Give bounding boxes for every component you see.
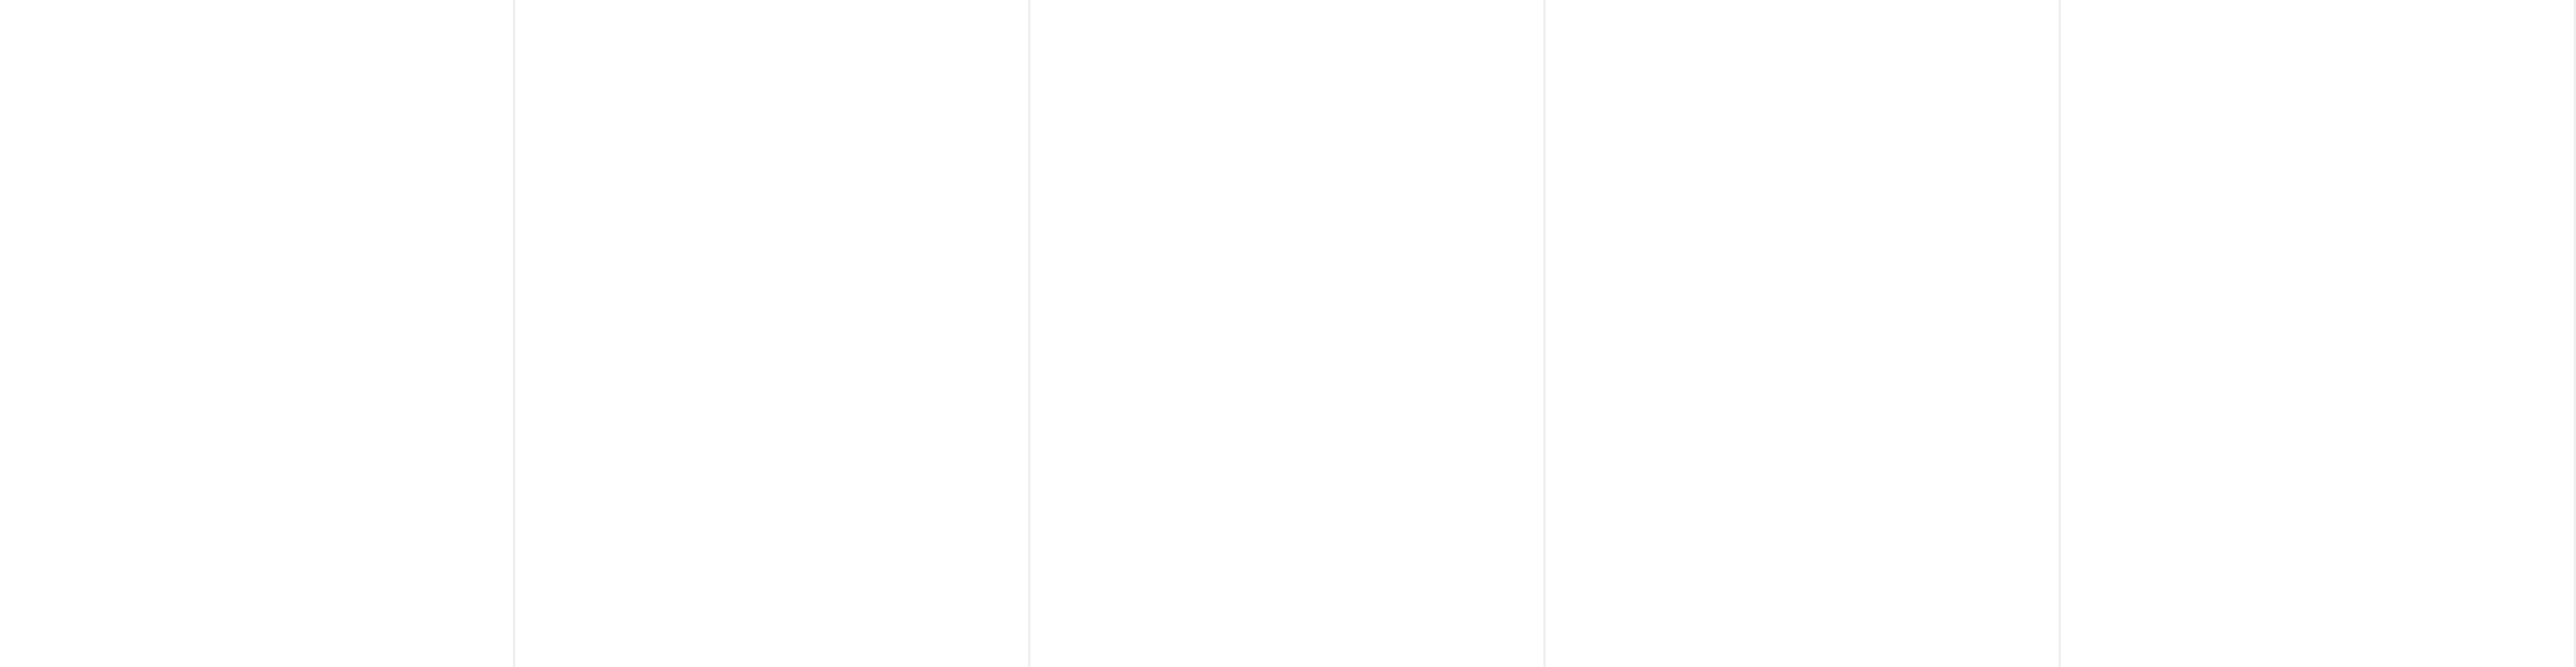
- page-5-column-2: [2322, 16, 2554, 210]
- page-3-column-1: [1050, 16, 1282, 193]
- page-3: [1030, 0, 1543, 667]
- figure-3-chart: [1576, 17, 1787, 239]
- page-2: [515, 0, 1028, 667]
- figure-3: [1566, 17, 1797, 239]
- figure-6: [2322, 17, 2554, 206]
- page-5: [2061, 0, 2574, 667]
- page-4: [1546, 0, 2059, 667]
- page-5-columns: [2081, 16, 2554, 288]
- figure-2: [1292, 17, 1523, 222]
- figure-5-chart: [2091, 17, 2303, 283]
- figure-2-chart: [1302, 17, 1513, 222]
- page-1: [0, 0, 513, 667]
- figure-5: [2081, 17, 2313, 283]
- page-4-column-2: [1807, 16, 2039, 366]
- figure-4: [1807, 17, 2039, 361]
- page-5-column-1: [2081, 16, 2313, 288]
- figure-1-chart: [1060, 17, 1272, 189]
- page-4-columns: [1566, 16, 2039, 366]
- page-3-column-2: [1292, 16, 1523, 227]
- page-3-columns: [1050, 16, 1523, 227]
- page-4-column-1: [1566, 16, 1797, 243]
- figure-6-chart: [2332, 17, 2544, 206]
- figure-4-chart: [1817, 17, 2029, 361]
- figure-1: [1050, 17, 1282, 189]
